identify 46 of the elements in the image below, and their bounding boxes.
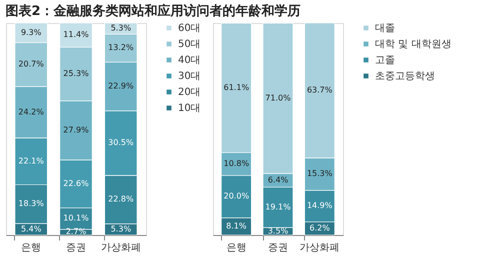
data-label: 5.3% (110, 224, 132, 234)
x-tick-label: 증권 (66, 242, 86, 254)
legend-label: 20대 (178, 87, 201, 98)
data-label: 22.6% (63, 178, 90, 188)
data-label: 10.1% (63, 214, 90, 223)
data-label: 19.1% (265, 202, 292, 212)
legend-label: 40대 (178, 55, 201, 66)
data-label: 30.5% (108, 138, 134, 148)
legend-label: 60대 (178, 23, 201, 34)
x-tick-label: 가상화폐 (100, 242, 141, 254)
legend-label: 대졸 (375, 23, 395, 34)
data-label: 13.2% (108, 43, 134, 52)
data-label: 63.7% (306, 85, 333, 94)
data-label: 61.1% (224, 82, 250, 92)
legend-label: 초중고등학생 (375, 71, 435, 82)
x-tick-label: 가상화폐 (300, 242, 340, 254)
legend-label: 30대 (178, 71, 201, 82)
data-label: 5.3% (110, 24, 132, 33)
data-label: 22.9% (108, 81, 134, 90)
x-tick-label: 은행 (21, 242, 42, 254)
legend-label: 고졸 (375, 55, 395, 66)
data-label: 14.9% (306, 201, 333, 210)
data-label: 11.4% (63, 30, 90, 40)
legend-label: 대학 및 대학원생 (375, 39, 452, 50)
data-label: 27.9% (63, 125, 90, 134)
data-label: 15.3% (306, 169, 333, 178)
data-label: 10.8% (224, 159, 250, 168)
legend-label: 10대 (178, 103, 201, 114)
data-label: 8.1% (226, 221, 247, 230)
data-label: 71.0% (265, 93, 292, 102)
data-label: 22.1% (18, 156, 44, 166)
data-label: 5.4% (20, 224, 42, 234)
legend-label: 50대 (178, 39, 201, 50)
x-tick-label: 은행 (226, 242, 246, 254)
data-label: 20.0% (224, 192, 250, 201)
data-label: 6.4% (268, 175, 289, 184)
data-label: 24.2% (18, 107, 44, 116)
chart-title: 图表2：金融服务类网站和应用访问者的年龄和学历 (6, 3, 301, 20)
data-label: 22.8% (108, 194, 134, 204)
data-label: 18.3% (18, 199, 44, 208)
data-label: 9.3% (20, 28, 42, 37)
data-label: 20.7% (18, 60, 44, 69)
data-label: 3.5% (268, 226, 289, 236)
data-label: 6.2% (310, 223, 330, 232)
x-tick-label: 증권 (268, 242, 288, 254)
data-label: 25.3% (63, 68, 90, 78)
